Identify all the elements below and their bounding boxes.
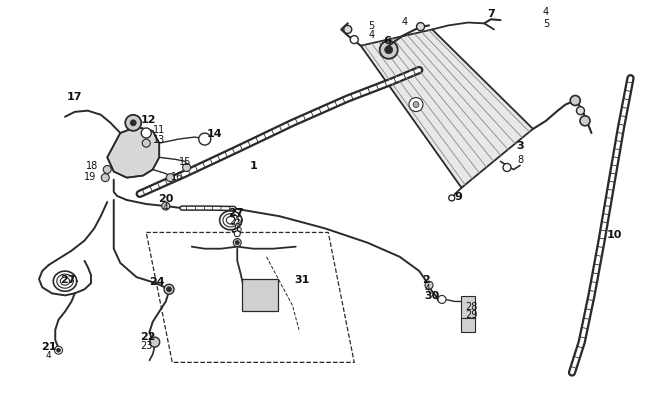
Text: 10: 10 [606,230,622,240]
Text: 26: 26 [229,223,242,233]
Circle shape [103,166,111,174]
Circle shape [417,23,424,32]
Circle shape [234,231,240,237]
Circle shape [577,107,584,115]
Text: 18: 18 [86,161,98,171]
Text: 20: 20 [158,194,174,203]
Polygon shape [107,128,159,178]
Circle shape [233,239,241,247]
Circle shape [166,174,174,182]
Text: 5: 5 [369,21,375,31]
Text: 28: 28 [465,301,478,311]
Text: 27: 27 [228,208,244,217]
Text: 25: 25 [229,216,242,226]
Text: 2: 2 [422,275,430,284]
Text: 30: 30 [424,291,440,301]
Circle shape [125,115,141,132]
Circle shape [142,140,150,148]
Polygon shape [361,30,533,188]
Circle shape [130,121,136,126]
Circle shape [162,202,170,211]
Circle shape [380,42,398,60]
Text: 4: 4 [46,350,51,359]
Text: 7: 7 [487,9,495,19]
Text: 13: 13 [153,135,165,145]
Text: 31: 31 [294,275,310,284]
Text: 6: 6 [383,36,391,45]
Circle shape [350,36,358,45]
Circle shape [141,129,151,139]
Text: 4: 4 [424,283,430,292]
Text: 22: 22 [140,331,156,341]
Circle shape [150,337,160,347]
Circle shape [385,47,393,55]
Circle shape [503,164,511,172]
Circle shape [164,285,174,294]
Bar [462,318,476,332]
Text: 12: 12 [140,115,156,124]
Circle shape [199,134,211,146]
Circle shape [183,164,190,172]
Bar [462,296,476,320]
Text: 16: 16 [171,171,183,181]
Text: 14: 14 [207,129,222,139]
Text: 5: 5 [543,19,549,29]
Text: 3: 3 [516,141,524,151]
Bar [242,280,278,311]
Text: 1: 1 [250,161,257,171]
Circle shape [344,26,352,34]
Text: 4: 4 [369,30,375,39]
Text: 4: 4 [543,7,549,17]
Circle shape [101,174,109,182]
Circle shape [409,98,423,112]
Text: 23: 23 [140,340,153,350]
Circle shape [57,348,60,352]
Text: 9: 9 [454,192,462,201]
Circle shape [448,196,455,201]
Text: 15: 15 [179,157,192,167]
Text: 21: 21 [41,341,57,351]
Circle shape [438,296,446,304]
Text: 17: 17 [67,92,83,102]
Circle shape [425,281,433,290]
Text: 8: 8 [517,155,523,165]
Circle shape [166,287,172,292]
Circle shape [55,346,62,354]
Text: 29: 29 [465,309,478,319]
Circle shape [580,117,590,126]
Text: 24: 24 [150,277,165,286]
Circle shape [235,241,239,245]
Circle shape [570,96,580,106]
Text: 27: 27 [60,275,76,284]
Text: 4: 4 [401,17,408,27]
Circle shape [413,102,419,108]
Text: 11: 11 [153,125,165,134]
Text: 19: 19 [84,171,96,181]
Text: 4: 4 [163,202,168,211]
